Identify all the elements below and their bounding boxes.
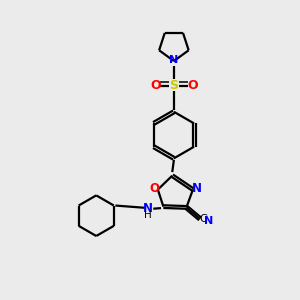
Text: O: O <box>149 182 159 195</box>
Text: H: H <box>144 210 152 220</box>
Text: C: C <box>199 214 207 224</box>
Text: N: N <box>204 216 213 226</box>
Text: N: N <box>143 202 153 215</box>
Text: O: O <box>150 79 161 92</box>
Text: N: N <box>169 56 178 65</box>
Text: N: N <box>192 182 202 195</box>
Text: S: S <box>169 79 178 92</box>
Text: O: O <box>187 79 198 92</box>
